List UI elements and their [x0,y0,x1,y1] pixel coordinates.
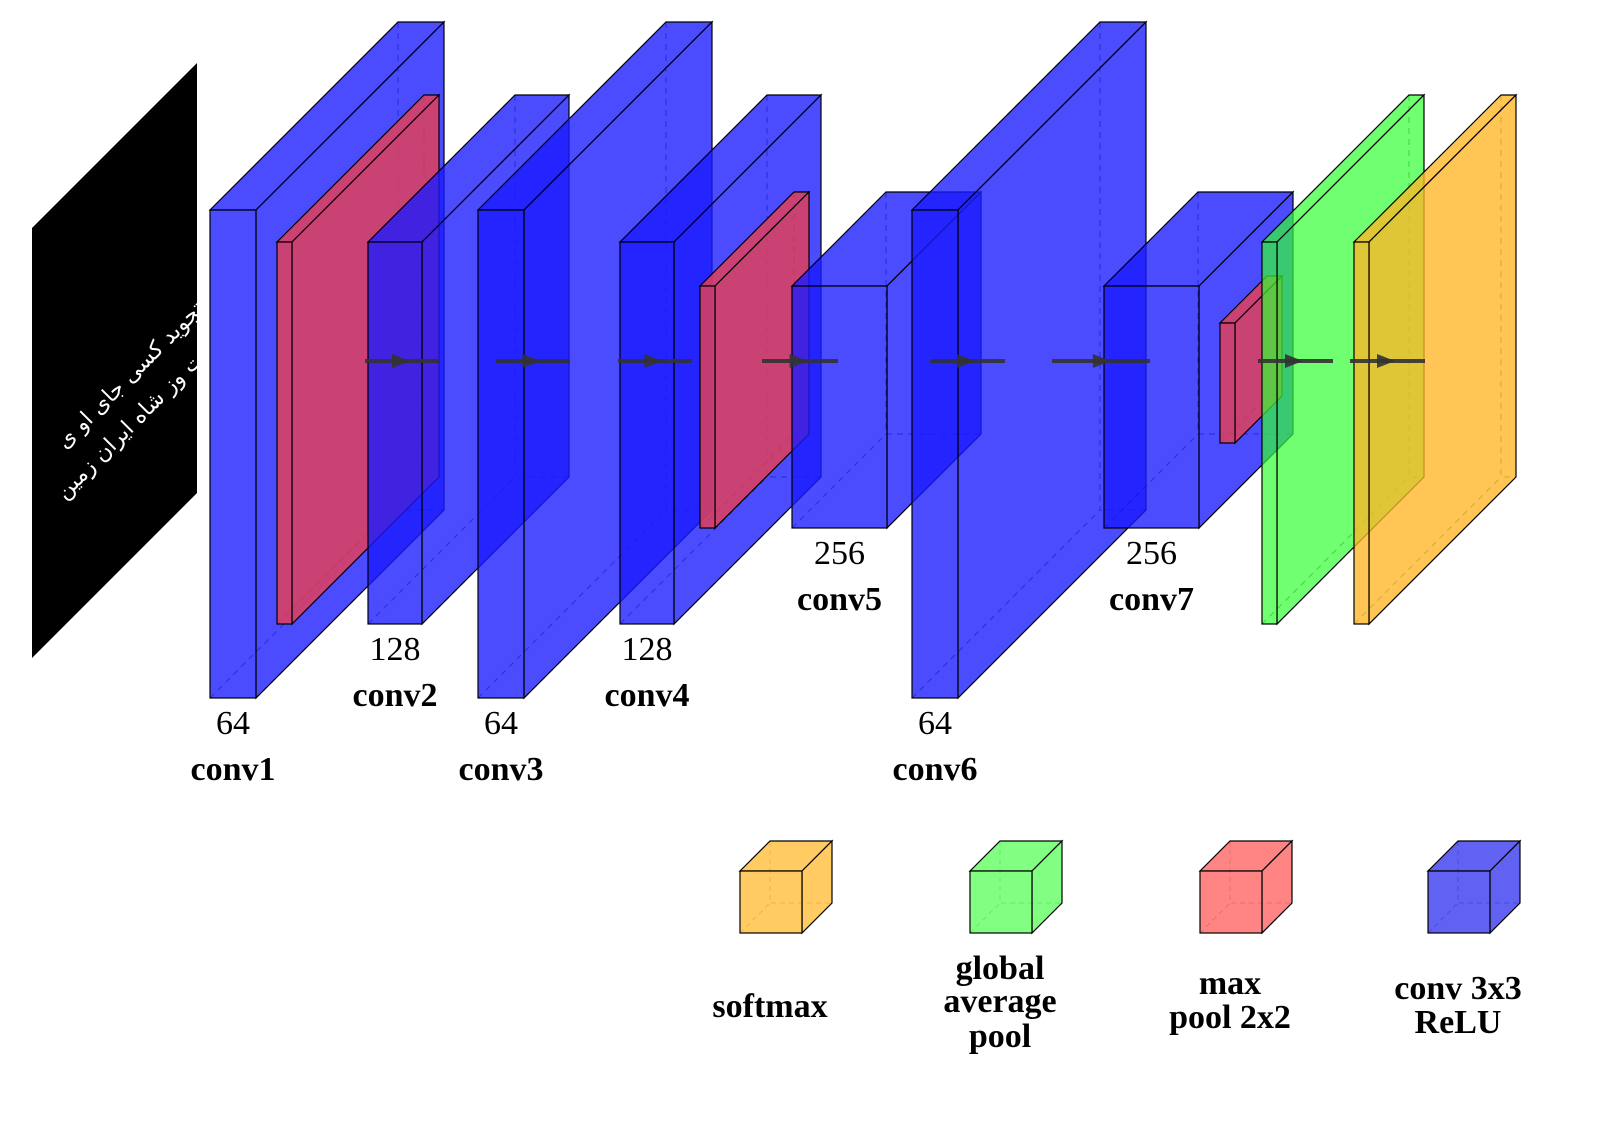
legend-label: pool 2x2 [1169,999,1291,1036]
flow-arrow [1052,354,1150,368]
legend-cube-front [969,870,1033,934]
layer-labels: 64 conv1 128 conv2 64 conv3 128 conv4 256 conv5 64… [191,535,1195,788]
layer-softmax [1352,93,1518,626]
flow-arrow [930,354,1005,368]
flow-arrow [1350,354,1425,368]
layer-channel-count: 256 [814,535,865,572]
layer-channel-count: 128 [370,631,421,668]
legend-label: conv 3x3 [1394,970,1522,1007]
flow-arrow [496,354,570,368]
layer-front-face [1261,241,1278,625]
layer-front-face [1103,285,1200,529]
layer-front-face [619,241,675,625]
flow-arrow [762,354,838,368]
layer-front-face [477,209,525,699]
layer-front-face [911,209,959,699]
legend-cube-front [1427,870,1491,934]
flow-arrow [1258,354,1333,368]
input-image: تجوید کسی جای او یت وز شاه ایران زمین [32,63,210,658]
layer-channel-count: 128 [622,631,673,668]
layer-front-face [367,241,423,625]
layer-channel-count: 64 [918,705,952,742]
layer-channel-count: 256 [1126,535,1177,572]
layer-front-face [209,209,257,699]
layer-label: conv1 [191,751,276,788]
layer-front-face [791,285,888,529]
legend-label: max [1199,965,1261,1002]
legend-cube-front [739,870,803,934]
legend-label: ReLU [1415,1004,1502,1041]
layer-label: conv4 [605,677,690,714]
input-image-panel [32,63,197,658]
legend-label: global [956,950,1045,987]
legend-label: average [943,983,1056,1020]
layer-front-face [699,285,716,529]
layer-label: conv2 [353,677,438,714]
legend-label: pool [969,1018,1031,1055]
layer-front-face [276,241,293,625]
legend-label: softmax [712,988,827,1025]
layer-label: conv5 [797,581,882,618]
flow-arrow [618,354,692,368]
flow-arrows [365,354,1425,368]
legend-cube-front [1199,870,1263,934]
layer-front-face [1219,322,1236,444]
layer-label: conv7 [1109,581,1194,618]
layer-front-face [1353,241,1370,625]
layer-channel-count: 64 [216,705,250,742]
layer-label: conv6 [893,751,978,788]
layer-channel-count: 64 [484,705,518,742]
flow-arrow [365,354,440,368]
legend-item-softmax: softmax [712,839,834,1025]
layer-label: conv3 [459,751,544,788]
